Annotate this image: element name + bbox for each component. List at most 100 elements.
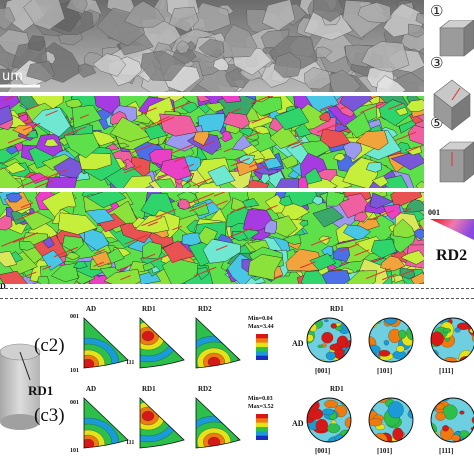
- pole-density-spot: [431, 331, 444, 347]
- ebsd-grain: [395, 106, 409, 116]
- pole-density-spot: [327, 423, 341, 434]
- sem-grain: [28, 35, 46, 52]
- ebsd-grain: [204, 102, 225, 113]
- ebsd-grain: [299, 220, 309, 227]
- sem-grain: [222, 24, 258, 58]
- twin-boundary: [116, 264, 132, 272]
- triangle-corner-101: 101: [70, 448, 79, 454]
- ebsd-grain: [160, 156, 192, 181]
- twin-boundary: [93, 248, 106, 255]
- ebsd-grain: [260, 173, 271, 185]
- pole-density-spot: [369, 318, 375, 324]
- pole-density-spot: [307, 323, 311, 330]
- ebsd-grain: [63, 133, 100, 159]
- sample-rd1-label: RD1: [28, 383, 54, 398]
- sem-grain: [175, 40, 190, 54]
- ebsd-grain: [31, 106, 71, 138]
- pole-density-spot: [378, 349, 391, 357]
- twin-boundary: [174, 157, 185, 163]
- ebsd-grain: [333, 153, 346, 162]
- inverse-pole-triangle: [139, 397, 185, 449]
- twin-boundary: [147, 221, 158, 227]
- row-label: (c2): [34, 335, 65, 356]
- twin-boundary: [388, 103, 403, 110]
- pole-density-spot: [442, 425, 449, 432]
- ebsd-grain: [371, 175, 389, 188]
- twin-boundary: [369, 209, 395, 221]
- separator-bottom: [0, 298, 474, 299]
- ebsd-grain: [42, 235, 55, 249]
- colorbar-step: [256, 414, 268, 419]
- pole-density-spot: [307, 334, 314, 342]
- inverse-pole-triangle: [139, 317, 185, 369]
- ipf-title-rd2: RD2: [198, 385, 212, 393]
- colorbar-step: [256, 347, 268, 352]
- colorbar-step: [256, 427, 268, 432]
- ebsd-grain: [123, 175, 154, 188]
- twin-boundary: [215, 245, 228, 251]
- ebsd-grain: [104, 237, 119, 244]
- ebsd-grain: [5, 192, 23, 203]
- pole-density-spot: [317, 344, 324, 348]
- twin-boundary: [287, 139, 303, 147]
- twin-boundary: [253, 165, 268, 172]
- twin-boundary: [360, 102, 384, 114]
- inverse-pole-triangle: [83, 397, 129, 449]
- twin-boundary: [407, 144, 424, 153]
- ebsd-grain: [91, 251, 112, 268]
- twin-boundary: [273, 274, 283, 279]
- twin-boundary: [141, 216, 163, 227]
- contour-band: [84, 358, 95, 368]
- triangle-corner-111: 111: [126, 360, 135, 366]
- sem-grain: [357, 2, 392, 24]
- sem-micrograph: um: [0, 0, 424, 92]
- ebsd-grain: [57, 212, 98, 235]
- ebsd-grain: [326, 192, 346, 207]
- ebsd-grain: [231, 230, 249, 242]
- ebsd-grain: [390, 150, 424, 171]
- ebsd-grain: [390, 192, 422, 209]
- ebsd-grain: [41, 249, 64, 271]
- row-label: (c3): [34, 405, 65, 426]
- pole-density-spot: [307, 434, 310, 441]
- sem-grain: [124, 0, 166, 28]
- twin-boundary: [213, 192, 226, 197]
- sem-grain: [304, 66, 333, 90]
- pole-figure-row: (c3) AD 001 101 111 RD1 RD2 Min=0.03 Max=3.52 RD1…: [0, 386, 474, 472]
- ebsd-grain: [12, 124, 34, 136]
- pole-density-spot: [451, 434, 461, 442]
- ebsd-grain: [378, 99, 413, 126]
- pole-figure-disc: [368, 317, 414, 363]
- pole-label-left: AD: [292, 419, 304, 428]
- ebsd-grain: [0, 270, 28, 284]
- twin-boundary: [248, 158, 271, 168]
- twin-boundary: [124, 165, 142, 174]
- ebsd-grain: [410, 272, 424, 284]
- sem-grain: [329, 69, 361, 92]
- ipf-title-rd2: RD2: [198, 305, 212, 313]
- ipf-key-corner-label: 001: [428, 208, 440, 217]
- twin-boundary: [45, 110, 58, 117]
- twin-boundary: [22, 122, 41, 131]
- sem-grain: [140, 50, 186, 82]
- sem-grain: [400, 32, 424, 54]
- twin-boundary: [64, 126, 87, 136]
- twin-boundary: [299, 261, 316, 269]
- twin-boundary: [124, 234, 148, 245]
- twin-boundary: [20, 202, 34, 209]
- pole-density-spot: [369, 344, 381, 354]
- ebsd-grain: [383, 204, 401, 221]
- pole-density-spot: [407, 409, 413, 419]
- sem-grain: [168, 6, 199, 33]
- twin-boundary: [189, 201, 214, 212]
- ebsd-grain: [274, 106, 310, 131]
- ebsd-grain: [294, 123, 313, 138]
- ebsd-grain: [264, 219, 278, 235]
- scale-bar-label: um: [2, 69, 23, 84]
- ebsd-grain: [345, 111, 372, 139]
- intensity-min: Min=0.04: [248, 316, 273, 322]
- sem-grain: [273, 52, 302, 78]
- twin-boundary: [223, 148, 233, 153]
- ebsd-grain: [71, 104, 103, 129]
- separator-top: [0, 288, 474, 289]
